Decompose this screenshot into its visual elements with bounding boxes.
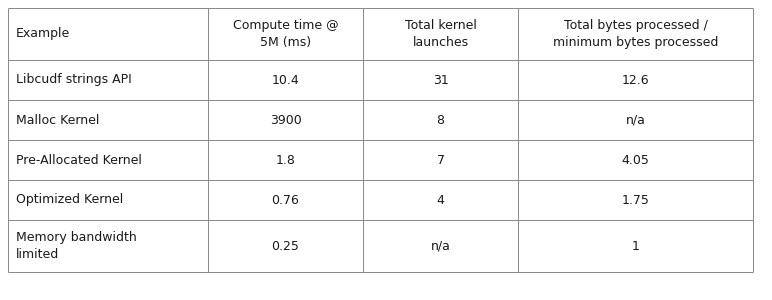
Text: Total kernel
launches: Total kernel launches — [405, 19, 476, 49]
Text: Pre-Allocated Kernel: Pre-Allocated Kernel — [16, 154, 142, 166]
Text: n/a: n/a — [431, 239, 450, 253]
Text: 1.75: 1.75 — [621, 194, 649, 206]
Text: Optimized Kernel: Optimized Kernel — [16, 194, 124, 206]
Text: Example: Example — [16, 28, 70, 40]
Text: Libcudf strings API: Libcudf strings API — [16, 74, 132, 86]
Text: 1: 1 — [631, 239, 639, 253]
Text: 1.8: 1.8 — [276, 154, 296, 166]
Text: 10.4: 10.4 — [272, 74, 300, 86]
Text: 4: 4 — [436, 194, 445, 206]
Text: Total bytes processed /
minimum bytes processed: Total bytes processed / minimum bytes pr… — [553, 19, 718, 49]
Text: Compute time @
5M (ms): Compute time @ 5M (ms) — [232, 19, 338, 49]
Text: 8: 8 — [436, 113, 445, 127]
Text: n/a: n/a — [625, 113, 645, 127]
Text: 7: 7 — [436, 154, 445, 166]
Text: 0.76: 0.76 — [272, 194, 300, 206]
Text: Memory bandwidth
limited: Memory bandwidth limited — [16, 231, 137, 261]
Text: 3900: 3900 — [269, 113, 301, 127]
Text: 0.25: 0.25 — [272, 239, 300, 253]
Text: 31: 31 — [432, 74, 449, 86]
Text: 4.05: 4.05 — [621, 154, 649, 166]
Text: Malloc Kernel: Malloc Kernel — [16, 113, 100, 127]
Text: 12.6: 12.6 — [621, 74, 649, 86]
